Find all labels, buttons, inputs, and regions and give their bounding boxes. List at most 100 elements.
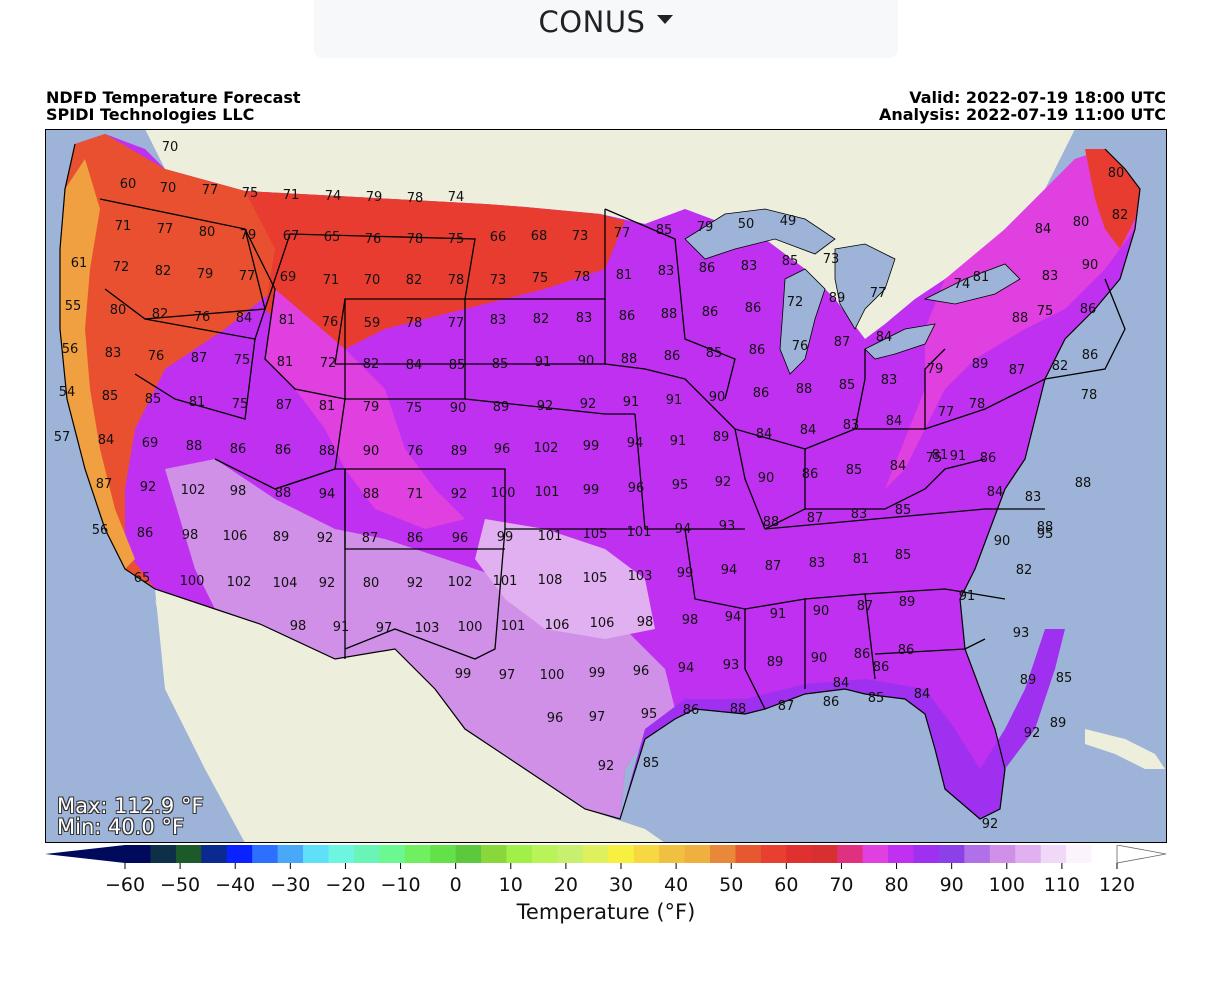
city-temperature-label: 55	[65, 299, 82, 314]
city-temperature-label: 92	[140, 480, 157, 495]
city-temperature-label: 79	[366, 190, 383, 205]
city-temperature-label: 54	[59, 385, 76, 400]
city-temperature-label: 98	[182, 528, 199, 543]
city-temperature-label: 68	[531, 229, 548, 244]
colorbar-tick-label: −60	[105, 874, 145, 896]
city-temperature-label: 86	[702, 305, 719, 320]
city-temperature-label: 82	[363, 357, 380, 372]
city-temperature-label: 85	[846, 463, 863, 478]
city-temperature-label: 88	[730, 702, 747, 717]
city-temperature-label: 87	[857, 599, 874, 614]
city-temperature-label: 92	[537, 399, 554, 414]
city-temperature-label: 91	[535, 355, 552, 370]
city-temperature-label: 61	[71, 256, 88, 271]
colorbar-swatch	[125, 845, 151, 863]
city-temperature-label: 99	[583, 483, 600, 498]
city-temperature-label: 85	[656, 223, 673, 238]
colorbar-swatch	[735, 845, 762, 863]
city-temperature-label: 81	[277, 355, 294, 370]
colorbar-swatch	[328, 845, 355, 863]
city-temperature-label: 84	[987, 485, 1004, 500]
map-frame	[45, 129, 1167, 843]
colorbar-swatch	[1015, 845, 1042, 863]
city-temperature-label: 75	[532, 271, 549, 286]
city-temperature-label: 93	[1013, 626, 1030, 641]
city-temperature-label: 88	[1037, 520, 1054, 535]
city-temperature-label: 77	[202, 183, 219, 198]
city-temperature-label: 104	[273, 576, 298, 591]
city-temperature-label: 80	[110, 303, 127, 318]
colorbar-swatch	[938, 845, 965, 863]
city-temperature-label: 72	[787, 295, 804, 310]
city-temperature-label: 75	[232, 397, 249, 412]
city-temperature-label: 91	[950, 449, 967, 464]
city-temperature-label: 86	[753, 386, 770, 401]
city-temperature-label: 89	[713, 430, 730, 445]
colorbar-tick-label: 30	[609, 874, 633, 896]
city-temperature-label: 76	[194, 310, 211, 325]
colorbar-swatch	[608, 845, 635, 863]
city-temperature-label: 91	[333, 620, 350, 635]
city-temperature-label: 75	[242, 186, 259, 201]
city-temperature-label: 86	[749, 343, 766, 358]
colorbar-swatch	[150, 845, 177, 863]
city-temperature-label: 90	[1082, 258, 1099, 273]
city-temperature-label: 100	[180, 574, 205, 589]
city-temperature-label: 74	[954, 277, 971, 292]
city-temperature-label: 80	[1073, 215, 1090, 230]
city-temperature-label: 81	[973, 270, 990, 285]
header-left: NDFD Temperature Forecast SPIDI Technolo…	[46, 89, 301, 123]
colorbar-tick-label: 0	[450, 874, 462, 896]
colorbar-swatch	[684, 845, 711, 863]
city-temperature-label: 86	[683, 703, 700, 718]
city-temperature-label: 83	[1042, 269, 1059, 284]
city-temperature-label: 90	[709, 390, 726, 405]
city-temperature-label: 75	[406, 401, 423, 416]
city-temperature-label: 50	[738, 217, 755, 232]
colorbar-swatch	[430, 845, 457, 863]
colorbar-tick-label: 20	[554, 874, 578, 896]
city-temperature-label: 89	[899, 595, 916, 610]
city-temperature-label: 80	[199, 225, 216, 240]
city-temperature-label: 84	[800, 423, 817, 438]
colorbar-label: Temperature (°F)	[516, 900, 696, 924]
region-dropdown-value: CONUS	[538, 5, 646, 39]
city-temperature-label: 100	[540, 668, 565, 683]
city-temperature-label: 97	[376, 621, 393, 636]
colorbar-tick-label: −20	[325, 874, 365, 896]
city-temperature-label: 78	[407, 232, 424, 247]
city-temperature-label: 69	[142, 436, 159, 451]
city-temperature-label: 77	[614, 226, 631, 241]
region-dropdown[interactable]: CONUS	[314, 0, 898, 58]
city-temperature-label: 84	[756, 427, 773, 442]
city-temperature-label: 85	[643, 756, 660, 771]
colorbar-tick-label: 40	[664, 874, 688, 896]
city-temperature-label: 98	[637, 615, 654, 630]
colorbar-swatch	[1091, 845, 1118, 863]
city-temperature-label: 82	[1052, 359, 1069, 374]
cuba-land	[1085, 729, 1165, 769]
temperature-colorbar: −60 −50 −40 −30 −20 −10 0 10 20 30 40 50 60 70 80 90 100…	[45, 845, 1167, 924]
city-temperature-label: 89	[972, 357, 989, 372]
colorbar-swatch	[1066, 845, 1093, 863]
city-temperature-label: 89	[767, 655, 784, 670]
city-temperature-label: 85	[492, 357, 509, 372]
city-temperature-label: 87	[276, 398, 293, 413]
city-temperature-label: 86	[230, 442, 247, 457]
city-temperature-label: 92	[407, 576, 424, 591]
city-temperature-label: 102	[448, 575, 473, 590]
extremes-box: Max: 112.9 °F Min: 40.0 °F	[57, 796, 204, 838]
city-temperature-label: 86	[873, 660, 890, 675]
city-temperature-label: 82	[155, 264, 172, 279]
city-temperature-label: 97	[499, 668, 516, 683]
city-temperature-label: 88	[186, 439, 203, 454]
colorbar-swatch	[989, 845, 1016, 863]
city-temperature-label: 76	[792, 339, 809, 354]
city-temperature-label: 94	[675, 522, 692, 537]
city-temperature-label: 86	[664, 349, 681, 364]
city-temperature-label: 77	[870, 286, 887, 301]
city-temperature-label: 92	[580, 397, 597, 412]
city-temperature-label: 86	[699, 261, 716, 276]
colorbar-swatch	[557, 845, 584, 863]
city-temperature-label: 99	[677, 566, 694, 581]
